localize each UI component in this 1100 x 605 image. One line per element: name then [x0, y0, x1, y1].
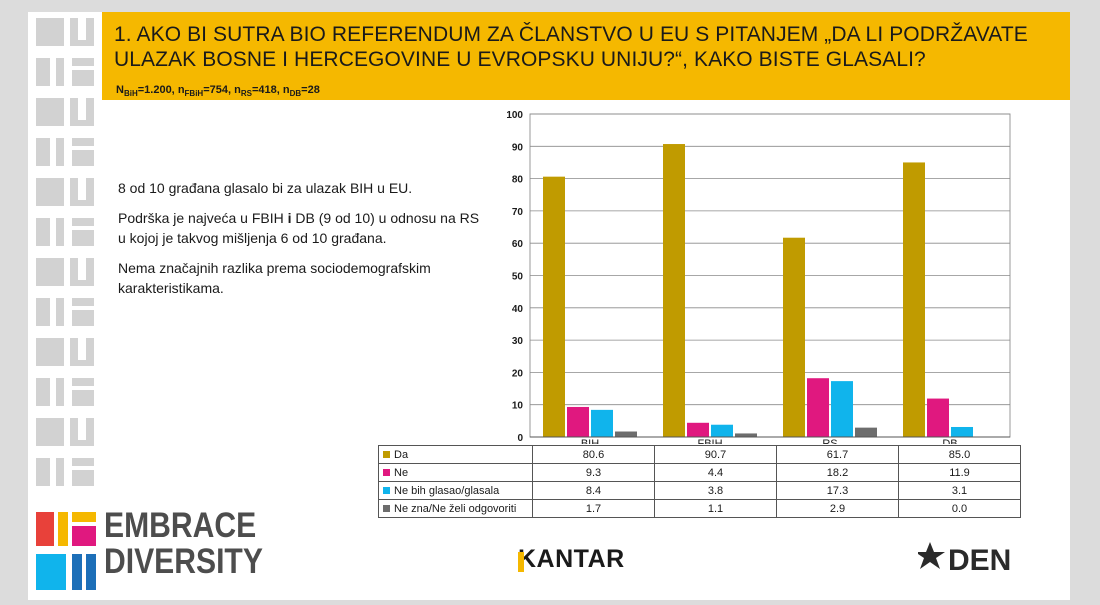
- y-tick-label: 100: [506, 110, 523, 121]
- bar-chart: 0 10 20 30 40 50 60 70 80 90 100 BIH FBIH RS DB: [506, 110, 1011, 444]
- bar-fbih-3: [735, 433, 757, 437]
- summary-p2-b: i: [287, 210, 292, 226]
- data-label: 1.7: [532, 499, 655, 518]
- legend-label: Ne: [394, 466, 409, 479]
- data-label: 9.3: [532, 463, 655, 482]
- y-tick-label: 10: [512, 401, 524, 412]
- data-label: 11.9: [898, 463, 1021, 482]
- y-tick-label: 0: [517, 433, 523, 444]
- bar-fbih-1: [687, 422, 709, 437]
- y-tick-label: 60: [512, 239, 524, 250]
- kantar-logo-accent: [518, 552, 524, 572]
- data-label: 61.7: [776, 445, 899, 464]
- summary-paragraph-3: Nema značajnih razlika prema sociodemogr…: [118, 260, 431, 296]
- bar-rs-2: [831, 381, 853, 437]
- legend-label: Ne zna/Ne želi odgovoriti: [394, 502, 517, 515]
- data-label: 3.1: [898, 481, 1021, 500]
- n-rs-value: =418,: [251, 84, 283, 96]
- y-tick-label: 20: [512, 368, 524, 379]
- legend-label: Ne bih glasao/glasala: [394, 484, 500, 497]
- bar-rs-3: [855, 427, 877, 437]
- data-label: 2.9: [776, 499, 899, 518]
- kantar-logo: KANTAR: [518, 545, 625, 573]
- n-bih-value: =1.200,: [137, 84, 178, 96]
- bar-db-0: [903, 162, 925, 437]
- y-tick-label: 30: [512, 336, 524, 347]
- n-rs-label: n: [234, 84, 241, 96]
- legend-swatch: [383, 487, 390, 495]
- y-tick-label: 90: [512, 142, 524, 153]
- data-label: 8.4: [532, 481, 655, 500]
- brand-line-2: DIVERSITY: [104, 542, 263, 581]
- legend-swatch: [383, 451, 390, 459]
- n-rs-sub: RS: [240, 89, 252, 99]
- bar-rs-1: [807, 378, 829, 437]
- legend-entry: Ne: [378, 463, 533, 482]
- data-label: 3.8: [654, 481, 777, 500]
- data-label: 4.4: [654, 463, 777, 482]
- n-fbih-sub: FBiH: [184, 89, 204, 99]
- y-tick-label: 50: [512, 272, 524, 283]
- bar-rs-0: [783, 237, 805, 437]
- x-category-label: FBIH: [697, 438, 722, 444]
- table-row: Ne zna/Ne želi odgovoriti 1.7 1.1 2.9 0.0: [378, 499, 1021, 518]
- data-label: 18.2: [776, 463, 899, 482]
- x-category-label: RS: [822, 438, 837, 444]
- summary-paragraph-1: 8 od 10 građana glasalo bi za ulazak BIH…: [118, 180, 413, 196]
- legend-entry: Ne zna/Ne želi odgovoriti: [378, 499, 533, 518]
- data-label: 80.6: [532, 445, 655, 464]
- y-tick-label: 70: [512, 207, 524, 218]
- embrace-diversity-wordmark: EMBRACE DIVERSITY: [104, 508, 263, 580]
- legend-entry: Da: [378, 445, 533, 464]
- x-category-label: DB: [942, 438, 957, 444]
- bar-fbih-0: [663, 144, 685, 437]
- bar-db-2: [951, 426, 973, 437]
- slide-title: 1. AKO BI SUTRA BIO REFERENDUM ZA ČLANST…: [114, 23, 1028, 71]
- bar-bih-2: [591, 409, 613, 437]
- summary-paragraph-2: Podrška je najveća u FBIH i DB (9 od 10)…: [118, 208, 488, 248]
- legend-label: Da: [394, 448, 409, 461]
- data-label: 0.0: [898, 499, 1021, 518]
- summary-p2-c: DB (9 od 10) u odnosu na RS u kojoj je t…: [118, 210, 480, 246]
- data-label: 85.0: [898, 445, 1021, 464]
- bar-bih-0: [543, 176, 565, 438]
- n-bih-label: N: [116, 84, 124, 96]
- bar-fbih-2: [711, 424, 733, 437]
- y-tick-label: 80: [512, 175, 524, 186]
- legend-swatch: [383, 469, 390, 477]
- den-logo-icon: DEN: [918, 542, 1011, 577]
- bar-bih-1: [567, 406, 589, 437]
- legend-entry: Ne bih glasao/glasala: [378, 481, 533, 500]
- brand-line-1: EMBRACE: [104, 506, 257, 545]
- den-wordmark: DEN: [948, 544, 1011, 577]
- bar-bih-3: [615, 431, 637, 437]
- n-db-label: n: [282, 84, 290, 96]
- title-banner: [102, 12, 1070, 100]
- table-row: Da 80.6 90.7 61.7 85.0: [378, 445, 1021, 464]
- n-fbih-label: n: [177, 84, 185, 96]
- n-db-sub: DB: [289, 89, 302, 99]
- n-bih-sub: BiH: [123, 89, 138, 99]
- summary-p2-a: Podrška je najveća u FBIH: [118, 210, 288, 226]
- n-fbih-value: =754,: [203, 84, 235, 96]
- summary-text: 8 od 10 građana glasalo bi za ulazak BIH…: [118, 178, 488, 308]
- table-row: Ne 9.3 4.4 18.2 11.9: [378, 463, 1021, 482]
- table-row: Ne bih glasao/glasala 8.4 3.8 17.3 3.1: [378, 481, 1021, 500]
- sample-sizes: NBiH=1.200, nFBiH=754, nRS=418, nDB=28: [116, 84, 320, 98]
- x-category-label: BIH: [581, 438, 599, 444]
- data-label: 1.1: [654, 499, 777, 518]
- bar-db-1: [927, 398, 949, 437]
- decorative-letter-pattern: [36, 18, 94, 486]
- legend-swatch: [383, 505, 390, 513]
- data-label: 90.7: [654, 445, 777, 464]
- data-label: 17.3: [776, 481, 899, 500]
- n-db-value: =28: [301, 84, 320, 96]
- y-tick-label: 40: [512, 304, 524, 315]
- embrace-diversity-logo-icon: [36, 512, 96, 590]
- chart-data-table: Da 80.6 90.7 61.7 85.0 Ne 9.3 4.4 18.2 11.9 Ne bih…: [378, 445, 1021, 518]
